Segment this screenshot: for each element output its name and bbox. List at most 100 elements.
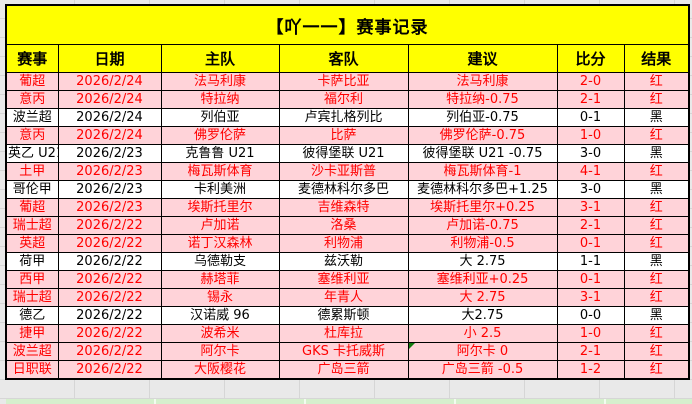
column-header-league[interactable]: 赛事 <box>5 44 59 73</box>
cell-tip[interactable]: 佛罗伦萨-0.75 <box>407 126 558 145</box>
cell-league[interactable]: 西甲 <box>5 270 59 289</box>
cell-date[interactable]: 2026/2/24 <box>57 72 162 91</box>
cell-tip[interactable]: 广岛三箭 -0.5 <box>407 360 558 380</box>
cell-league[interactable]: 捷甲 <box>5 324 59 343</box>
cell-result[interactable]: 红 <box>623 126 690 145</box>
cell-score[interactable]: 1-0 <box>556 126 625 145</box>
cell-tip[interactable]: 特拉纳-0.75 <box>407 90 558 109</box>
column-header-home[interactable]: 主队 <box>160 44 280 73</box>
cell-result[interactable]: 红 <box>623 162 690 181</box>
cell-away[interactable]: 福尔利 <box>278 90 409 109</box>
cell-home[interactable]: 锡永 <box>160 288 280 307</box>
cell-score[interactable]: 2-1 <box>556 216 625 235</box>
cell-away[interactable]: 吉维森特 <box>278 198 409 217</box>
cell-home[interactable]: 波希米 <box>160 324 280 343</box>
cell-score[interactable]: 1-2 <box>556 360 625 380</box>
cell-away[interactable]: 杜库拉 <box>278 324 409 343</box>
cell-result[interactable]: 红 <box>623 360 690 380</box>
cell-league[interactable]: 英超 <box>5 234 59 253</box>
cell-date[interactable]: 2026/2/22 <box>57 252 162 271</box>
cell-home[interactable]: 汉诺威 96 <box>160 306 280 325</box>
cell-date[interactable]: 2026/2/22 <box>57 306 162 325</box>
cell-result[interactable]: 黑 <box>623 108 690 127</box>
cell-league[interactable]: 葡超 <box>5 198 59 217</box>
cell-score[interactable]: 0-0 <box>556 306 625 325</box>
cell-league[interactable]: 瑞士超 <box>5 216 59 235</box>
cell-date[interactable]: 2026/2/23 <box>57 180 162 199</box>
cell-league[interactable]: 哥伦甲 <box>5 180 59 199</box>
cell-league[interactable]: 德乙 <box>5 306 59 325</box>
cell-home[interactable]: 卡利美洲 <box>160 180 280 199</box>
cell-away[interactable]: 广岛三箭 <box>278 360 409 380</box>
cell-home[interactable]: 阿尔卡 <box>160 342 280 361</box>
cell-league[interactable]: 意丙 <box>5 90 59 109</box>
cell-home[interactable]: 乌德勒支 <box>160 252 280 271</box>
cell-league[interactable]: 土甲 <box>5 162 59 181</box>
column-header-away[interactable]: 客队 <box>278 44 409 73</box>
cell-league[interactable]: 波兰超 <box>5 108 59 127</box>
cell-result[interactable]: 红 <box>623 234 690 253</box>
cell-date[interactable]: 2026/2/23 <box>57 162 162 181</box>
cell-away[interactable]: 利物浦 <box>278 234 409 253</box>
cell-league[interactable]: 波兰超 <box>5 342 59 361</box>
cell-date[interactable]: 2026/2/24 <box>57 90 162 109</box>
cell-date[interactable]: 2026/2/22 <box>57 234 162 253</box>
cell-home[interactable]: 诺丁汉森林 <box>160 234 280 253</box>
cell-result[interactable]: 红 <box>623 342 690 361</box>
cell-tip[interactable]: 埃斯托里尔+0.25 <box>407 198 558 217</box>
cell-score[interactable]: 1-0 <box>556 324 625 343</box>
cell-result[interactable]: 黑 <box>623 180 690 199</box>
cell-result[interactable]: 红 <box>623 288 690 307</box>
cell-home[interactable]: 列伯亚 <box>160 108 280 127</box>
cell-tip[interactable]: 塞维利亚+0.25 <box>407 270 558 289</box>
cell-tip[interactable]: 大 2.75 <box>407 288 558 307</box>
cell-date[interactable]: 2026/2/22 <box>57 270 162 289</box>
cell-away[interactable]: 年青人 <box>278 288 409 307</box>
column-header-result[interactable]: 结果 <box>623 44 690 73</box>
cell-away[interactable]: 兹沃勒 <box>278 252 409 271</box>
cell-tip[interactable]: 彼得堡联 U21 -0.75 <box>407 144 558 163</box>
cell-tip[interactable]: 阿尔卡 0 <box>407 342 558 361</box>
cell-score[interactable]: 2-1 <box>556 90 625 109</box>
cell-result[interactable]: 红 <box>623 90 690 109</box>
cell-date[interactable]: 2026/2/22 <box>57 342 162 361</box>
column-header-score[interactable]: 比分 <box>556 44 625 73</box>
cell-result[interactable]: 红 <box>623 198 690 217</box>
cell-tip[interactable]: 利物浦-0.5 <box>407 234 558 253</box>
cell-result[interactable]: 红 <box>623 72 690 91</box>
cell-away[interactable]: 塞维利亚 <box>278 270 409 289</box>
cell-home[interactable]: 卢加诺 <box>160 216 280 235</box>
cell-score[interactable]: 3-0 <box>556 180 625 199</box>
cell-away[interactable]: 洛桑 <box>278 216 409 235</box>
cell-home[interactable]: 克鲁鲁 U21 <box>160 144 280 163</box>
cell-date[interactable]: 2026/2/24 <box>57 126 162 145</box>
cell-away[interactable]: 比萨 <box>278 126 409 145</box>
cell-home[interactable]: 佛罗伦萨 <box>160 126 280 145</box>
cell-result[interactable]: 黑 <box>623 306 690 325</box>
cell-date[interactable]: 2026/2/22 <box>57 324 162 343</box>
cell-tip[interactable]: 列伯亚-0.75 <box>407 108 558 127</box>
cell-away[interactable]: 卢宾扎格列比 <box>278 108 409 127</box>
cell-score[interactable]: 2-0 <box>556 72 625 91</box>
cell-tip[interactable]: 大 2.75 <box>407 252 558 271</box>
cell-away[interactable]: GKS 卡托威斯 <box>278 342 409 361</box>
cell-score[interactable]: 0-1 <box>556 270 625 289</box>
cell-home[interactable]: 赫塔菲 <box>160 270 280 289</box>
cell-score[interactable]: 0-1 <box>556 108 625 127</box>
cell-result[interactable]: 红 <box>623 270 690 289</box>
cell-result[interactable]: 黑 <box>623 144 690 163</box>
cell-result[interactable]: 黑 <box>623 252 690 271</box>
cell-tip[interactable]: 法马利康 <box>407 72 558 91</box>
cell-score[interactable]: 4-1 <box>556 162 625 181</box>
cell-date[interactable]: 2026/2/22 <box>57 288 162 307</box>
cell-home[interactable]: 特拉纳 <box>160 90 280 109</box>
cell-tip[interactable]: 卢加诺-0.75 <box>407 216 558 235</box>
cell-away[interactable]: 德累斯顿 <box>278 306 409 325</box>
cell-date[interactable]: 2026/2/24 <box>57 108 162 127</box>
cell-away[interactable]: 彼得堡联 U21 <box>278 144 409 163</box>
cell-result[interactable]: 红 <box>623 324 690 343</box>
cell-away[interactable]: 麦德林科尔多巴 <box>278 180 409 199</box>
cell-date[interactable]: 2026/2/22 <box>57 216 162 235</box>
cell-league[interactable]: 意丙 <box>5 126 59 145</box>
cell-league[interactable]: 日职联 <box>5 360 59 380</box>
